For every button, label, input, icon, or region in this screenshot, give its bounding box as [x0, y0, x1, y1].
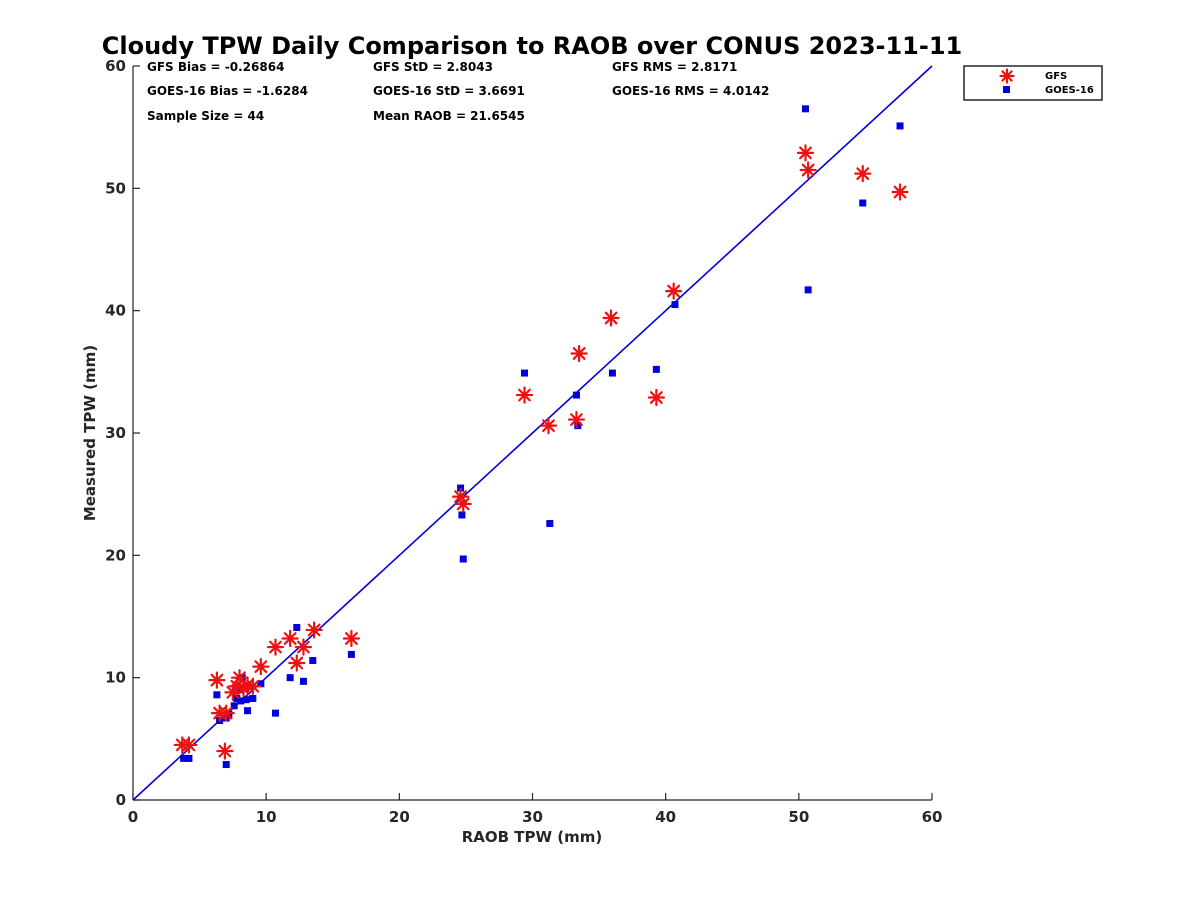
- goes-16-point: [804, 286, 812, 294]
- gfs-point: [217, 704, 235, 722]
- goes-16-point: [185, 754, 193, 762]
- gfs-point: [281, 629, 299, 648]
- gfs-point: [567, 410, 586, 429]
- gfs-point: [230, 669, 249, 687]
- goes-16-point: [242, 696, 250, 704]
- legend-gfs-asterisk: [999, 68, 1015, 84]
- legend-gfs-label: GFS: [1045, 71, 1067, 82]
- stat-goes-bias: GOES-16 Bias = -1.6284: [147, 84, 308, 98]
- goes-16-point: [347, 650, 355, 658]
- goes-16-point: [572, 391, 580, 399]
- legend-box: [963, 65, 1103, 101]
- goes-16-point: [257, 680, 265, 688]
- gfs-point: [796, 144, 815, 162]
- goes-16-point: [574, 422, 582, 430]
- legend-goes-marker: [1003, 86, 1010, 93]
- gfs-point: [454, 495, 472, 513]
- stat-gfs-bias: GFS Bias = -0.26864: [147, 60, 284, 74]
- goes-16-point: [271, 709, 279, 717]
- x-tick-label: 20: [389, 808, 410, 826]
- goes-16-point: [293, 624, 301, 632]
- y-tick-label: 60: [105, 57, 126, 75]
- stat-gfs-std: GFS StD = 2.8043: [373, 60, 493, 74]
- x-axis-label: RAOB TPW (mm): [462, 828, 603, 846]
- stats-annotations: GFS Bias = -0.26864 GFS StD = 2.8043 GFS…: [147, 60, 769, 123]
- goes-16-point: [249, 694, 257, 702]
- y-tick-label: 20: [105, 546, 126, 564]
- goes-16-point: [233, 694, 241, 702]
- x-tick-label: 0: [128, 808, 138, 826]
- goes-16-point: [608, 369, 616, 377]
- goes-16-point: [230, 702, 238, 710]
- gfs-point: [288, 654, 306, 672]
- goes-16-point: [521, 369, 529, 377]
- legend-goes-label: GOES-16: [1045, 85, 1094, 96]
- stat-mean-raob: Mean RAOB = 21.6545: [373, 109, 525, 123]
- goes-16-point: [546, 520, 554, 528]
- stat-gfs-rms: GFS RMS = 2.8171: [612, 60, 737, 74]
- x-tick-label: 60: [922, 808, 943, 826]
- gfs-point: [305, 621, 323, 639]
- goes-16-point: [237, 697, 245, 705]
- y-tick-label: 40: [105, 302, 126, 320]
- gfs-point: [799, 161, 817, 179]
- y-tick-label: 0: [116, 791, 126, 809]
- y-tick-label: 30: [105, 424, 126, 442]
- gfs-point: [647, 388, 665, 407]
- legend: GFS GOES-16: [963, 65, 1103, 101]
- goes-16-point: [671, 301, 679, 309]
- y-tick-label: 50: [105, 179, 126, 197]
- goes-16-point: [309, 657, 317, 665]
- goes-16-point: [180, 754, 188, 762]
- gfs-point: [665, 282, 683, 300]
- data-points: [173, 105, 909, 769]
- stat-goes-rms: GOES-16 RMS = 4.0142: [612, 84, 769, 98]
- chart-title: Cloudy TPW Daily Comparison to RAOB over…: [102, 32, 962, 60]
- axis-ticks: 0 10 20 30 40 50 60 0 10 20 30 40 50 60: [105, 57, 942, 826]
- gfs-point: [216, 742, 234, 760]
- gfs-point: [342, 629, 360, 648]
- gfs-point: [570, 344, 588, 363]
- gfs-point: [515, 386, 534, 404]
- goes-16-point: [459, 555, 467, 563]
- goes-16-point: [896, 122, 904, 130]
- goes-16-point: [458, 511, 466, 519]
- y-axis-label: Measured TPW (mm): [81, 345, 99, 521]
- gfs-point: [294, 638, 313, 656]
- reference-line-group: [132, 65, 933, 801]
- goes-16-point: [222, 761, 230, 769]
- gfs-point: [891, 183, 909, 201]
- goes-16-point: [859, 199, 867, 207]
- goes-16-point: [213, 691, 221, 699]
- gfs-point: [266, 638, 285, 656]
- x-tick-label: 50: [788, 808, 809, 826]
- gfs-point: [252, 658, 270, 676]
- gfs-point: [854, 165, 872, 183]
- legend-gfs-marker: [999, 68, 1015, 84]
- x-tick-label: 10: [256, 808, 277, 826]
- goes-16-point: [299, 677, 307, 685]
- stat-goes-std: GOES-16 StD = 3.6691: [373, 84, 525, 98]
- stat-sample-size: Sample Size = 44: [147, 109, 264, 123]
- goes-16-point: [652, 365, 660, 373]
- gfs-point: [180, 736, 198, 754]
- gfs-point: [602, 309, 620, 327]
- gfs-point: [208, 671, 226, 689]
- goes-16-point: [244, 707, 252, 715]
- gfs-point: [244, 677, 262, 695]
- y-tick-label: 10: [105, 669, 126, 687]
- x-tick-label: 40: [655, 808, 676, 826]
- one-to-one-line: [132, 65, 933, 801]
- x-tick-label: 30: [522, 808, 543, 826]
- goes-16-point: [286, 674, 294, 682]
- goes-16-point: [801, 105, 809, 113]
- gfs-point: [539, 417, 558, 435]
